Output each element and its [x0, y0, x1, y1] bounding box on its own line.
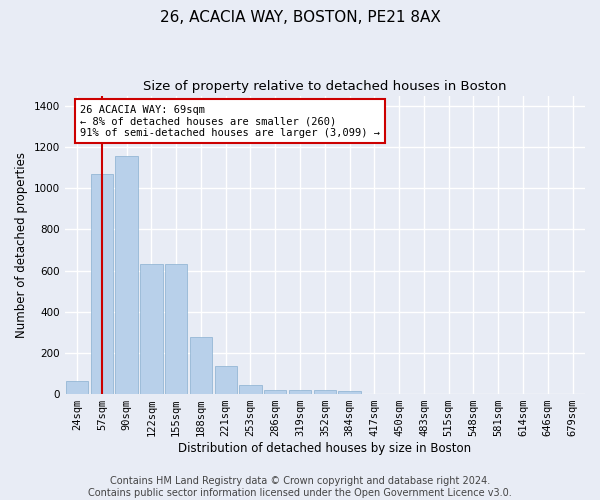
Bar — [165, 264, 187, 394]
Bar — [215, 366, 237, 394]
Bar — [190, 338, 212, 394]
Bar — [289, 390, 311, 394]
Text: 26 ACACIA WAY: 69sqm
← 8% of detached houses are smaller (260)
91% of semi-detac: 26 ACACIA WAY: 69sqm ← 8% of detached ho… — [80, 104, 380, 138]
Text: 26, ACACIA WAY, BOSTON, PE21 8AX: 26, ACACIA WAY, BOSTON, PE21 8AX — [160, 10, 440, 25]
Bar — [338, 391, 361, 394]
Bar — [314, 390, 336, 394]
Bar — [91, 174, 113, 394]
Bar — [66, 382, 88, 394]
Bar — [140, 264, 163, 394]
Bar — [264, 390, 286, 394]
Y-axis label: Number of detached properties: Number of detached properties — [15, 152, 28, 338]
Text: Contains HM Land Registry data © Crown copyright and database right 2024.
Contai: Contains HM Land Registry data © Crown c… — [88, 476, 512, 498]
Bar — [239, 385, 262, 394]
Title: Size of property relative to detached houses in Boston: Size of property relative to detached ho… — [143, 80, 506, 93]
X-axis label: Distribution of detached houses by size in Boston: Distribution of detached houses by size … — [178, 442, 472, 455]
Bar — [115, 156, 138, 394]
